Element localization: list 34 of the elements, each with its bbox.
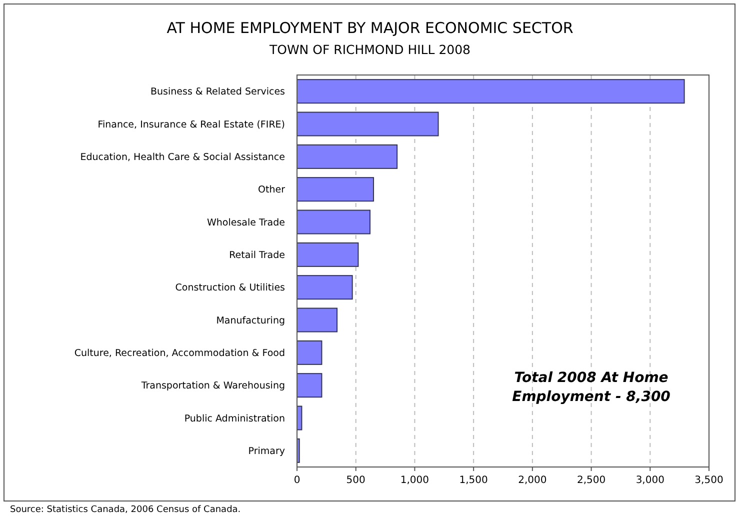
y-tick-label: Primary bbox=[248, 446, 286, 457]
y-tick-label: Public Administration bbox=[184, 413, 285, 424]
bar bbox=[296, 242, 359, 267]
y-tick-label: Culture, Recreation, Accommodation & Food bbox=[74, 348, 285, 359]
bar bbox=[296, 308, 338, 332]
bar bbox=[296, 79, 685, 104]
x-tick-label: 2,000 bbox=[518, 475, 547, 486]
x-tick-label: 1,500 bbox=[459, 475, 488, 486]
bar bbox=[296, 210, 370, 234]
y-tick-label: Retail Trade bbox=[229, 250, 286, 261]
x-tick-label: 0 bbox=[294, 475, 300, 486]
y-tick-label: Other bbox=[258, 184, 286, 196]
x-tick-label: 500 bbox=[346, 475, 366, 486]
bar bbox=[296, 275, 353, 300]
chart-subtitle: TOWN OF RICHMOND HILL 2008 bbox=[268, 42, 471, 57]
y-tick-label: Business & Related Services bbox=[150, 86, 286, 98]
bar bbox=[296, 373, 322, 398]
y-tick-label: Finance, Insurance & Real Estate (FIRE) bbox=[98, 119, 285, 130]
chart-title: AT HOME EMPLOYMENT BY MAJOR ECONOMIC SECTOR bbox=[166, 19, 574, 37]
bar bbox=[296, 177, 374, 202]
x-tick-label: 3,500 bbox=[694, 475, 724, 486]
bar bbox=[296, 144, 398, 169]
y-tick-label: Transportation & Warehousing bbox=[140, 380, 285, 392]
y-tick-label: Wholesale Trade bbox=[207, 217, 286, 228]
bar bbox=[296, 340, 322, 365]
bar bbox=[296, 112, 439, 136]
y-tick-label: Manufacturing bbox=[216, 315, 285, 326]
annotation: Total 2008 At Home Employment - 8,300 bbox=[512, 370, 671, 405]
x-tick-label: 2,500 bbox=[576, 475, 606, 486]
y-tick-label: Construction & Utilities bbox=[175, 282, 286, 294]
source-note: Source: Statistics Canada, 2006 Census of Canada. bbox=[10, 505, 241, 515]
x-tick-label: 3,000 bbox=[636, 475, 664, 486]
y-tick-label: Education, Health Care & Social Assistance bbox=[80, 152, 286, 163]
x-tick-label: 1,000 bbox=[400, 475, 430, 486]
